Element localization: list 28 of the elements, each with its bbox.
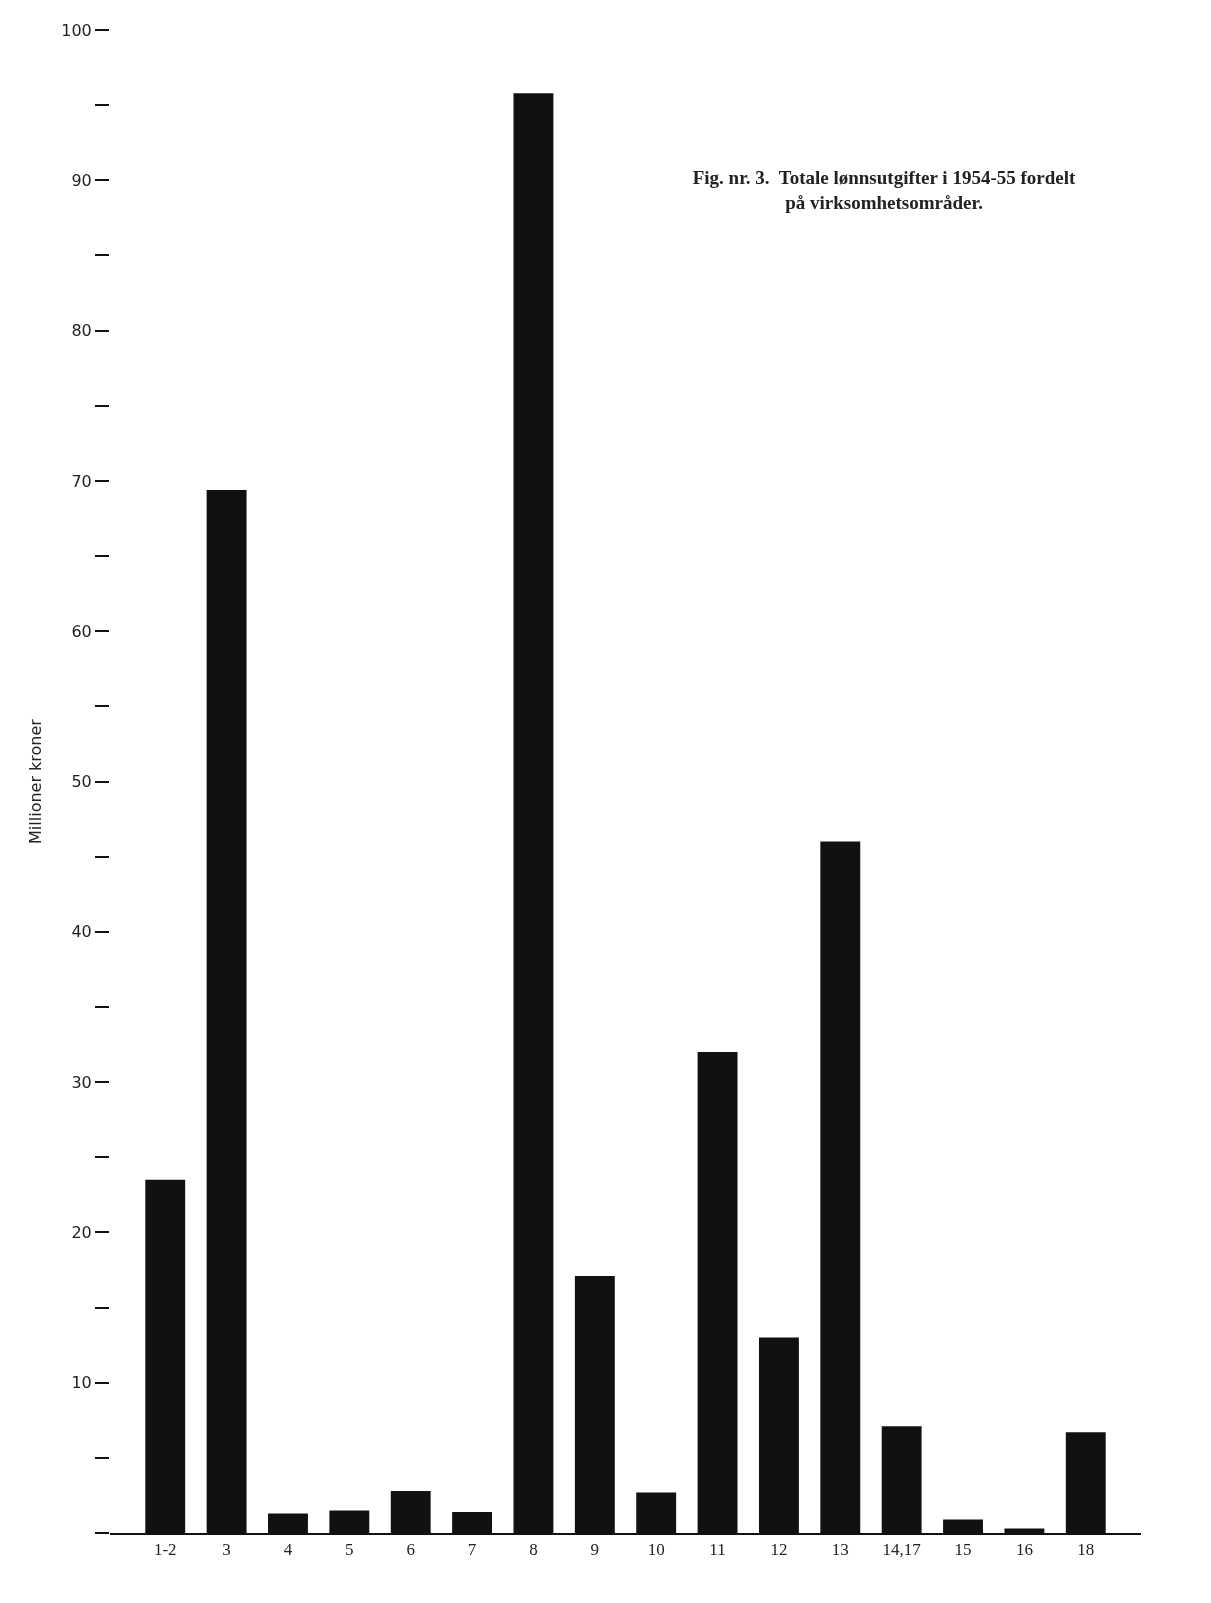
x-tick-label: 5 <box>345 1540 354 1560</box>
x-tick-label: 10 <box>647 1540 665 1560</box>
x-tick-label: 9 <box>590 1540 600 1560</box>
x-tick-label: 8 <box>529 1540 538 1560</box>
y-tick-label: 80 <box>71 321 92 341</box>
y-tick-label: 100 <box>61 20 92 40</box>
x-tick-label: 6 <box>406 1540 415 1560</box>
x-tick-label: 15 <box>954 1540 972 1560</box>
x-tick-label: 4 <box>283 1540 293 1560</box>
x-tick-label: 14,17 <box>882 1540 922 1560</box>
x-tick-label: 16 <box>1015 1540 1033 1560</box>
x-tick-label: 18 <box>1077 1540 1095 1560</box>
x-tick-label: 12 <box>770 1540 788 1560</box>
y-tick-label: 40 <box>71 922 92 942</box>
x-tick-label: 1-2 <box>153 1540 177 1560</box>
y-tick-label: 90 <box>71 170 92 190</box>
y-tick-label: 50 <box>71 772 92 792</box>
x-tick-label: 7 <box>467 1540 477 1560</box>
y-tick-label: 10 <box>71 1373 92 1393</box>
y-tick-label: 60 <box>71 621 92 641</box>
x-tick-label: 13 <box>831 1540 849 1560</box>
text: Fig. nr. 3. Totale lønnsutgifter i 1954-55 fordelt på virksomhetsområder. <box>692 167 1077 214</box>
y-tick-label: 70 <box>71 471 92 491</box>
y-tick-label: 20 <box>71 1223 92 1242</box>
x-tick-label: 3 <box>222 1540 231 1560</box>
y-axis-title: Millioner kroner <box>26 718 46 844</box>
y-tick-label: 30 <box>71 1072 92 1092</box>
x-tick-label: 11 <box>709 1540 726 1560</box>
